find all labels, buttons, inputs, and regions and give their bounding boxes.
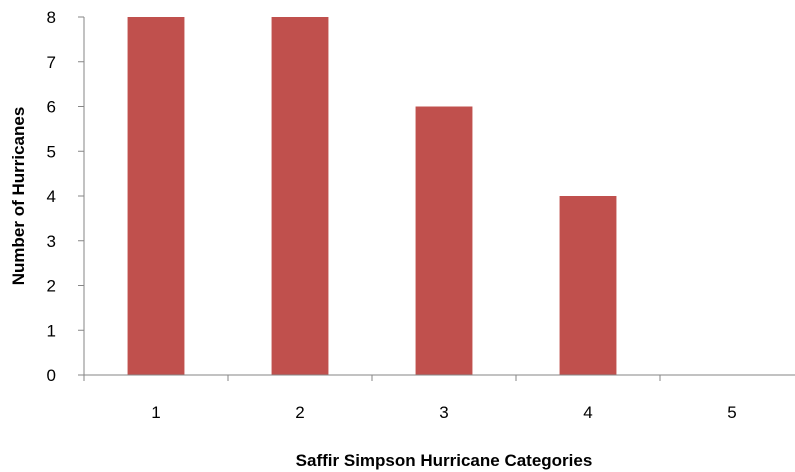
y-tick-label: 1 [47, 321, 56, 340]
bars-group [127, 17, 617, 375]
bar-category-1 [127, 17, 185, 375]
y-axis-tick-labels: 0 1 2 3 4 5 6 7 8 [47, 8, 56, 385]
bar-category-3 [415, 106, 473, 375]
x-tick-label: 2 [295, 403, 304, 422]
y-axis-tick-marks [78, 16, 84, 376]
y-tick-label: 0 [47, 366, 56, 385]
y-tick-label: 7 [47, 53, 56, 72]
x-tick-label: 1 [151, 403, 160, 422]
y-axis-title: Number of Hurricanes [9, 107, 28, 286]
y-tick-label: 5 [47, 142, 56, 161]
y-tick-label: 3 [47, 232, 56, 251]
x-tick-label: 4 [583, 403, 592, 422]
bar-category-4 [559, 196, 617, 375]
x-axis-title: Saffir Simpson Hurricane Categories [296, 451, 593, 470]
y-tick-label: 4 [47, 187, 56, 206]
y-tick-label: 2 [47, 277, 56, 296]
y-tick-label: 6 [47, 98, 56, 117]
x-tick-label: 3 [439, 403, 448, 422]
y-tick-label: 8 [47, 8, 56, 27]
x-tick-label: 5 [727, 403, 736, 422]
x-axis-tick-labels: 1 2 3 4 5 [151, 403, 736, 422]
bar-category-2 [271, 17, 329, 375]
x-axis-tick-marks [83, 375, 661, 381]
